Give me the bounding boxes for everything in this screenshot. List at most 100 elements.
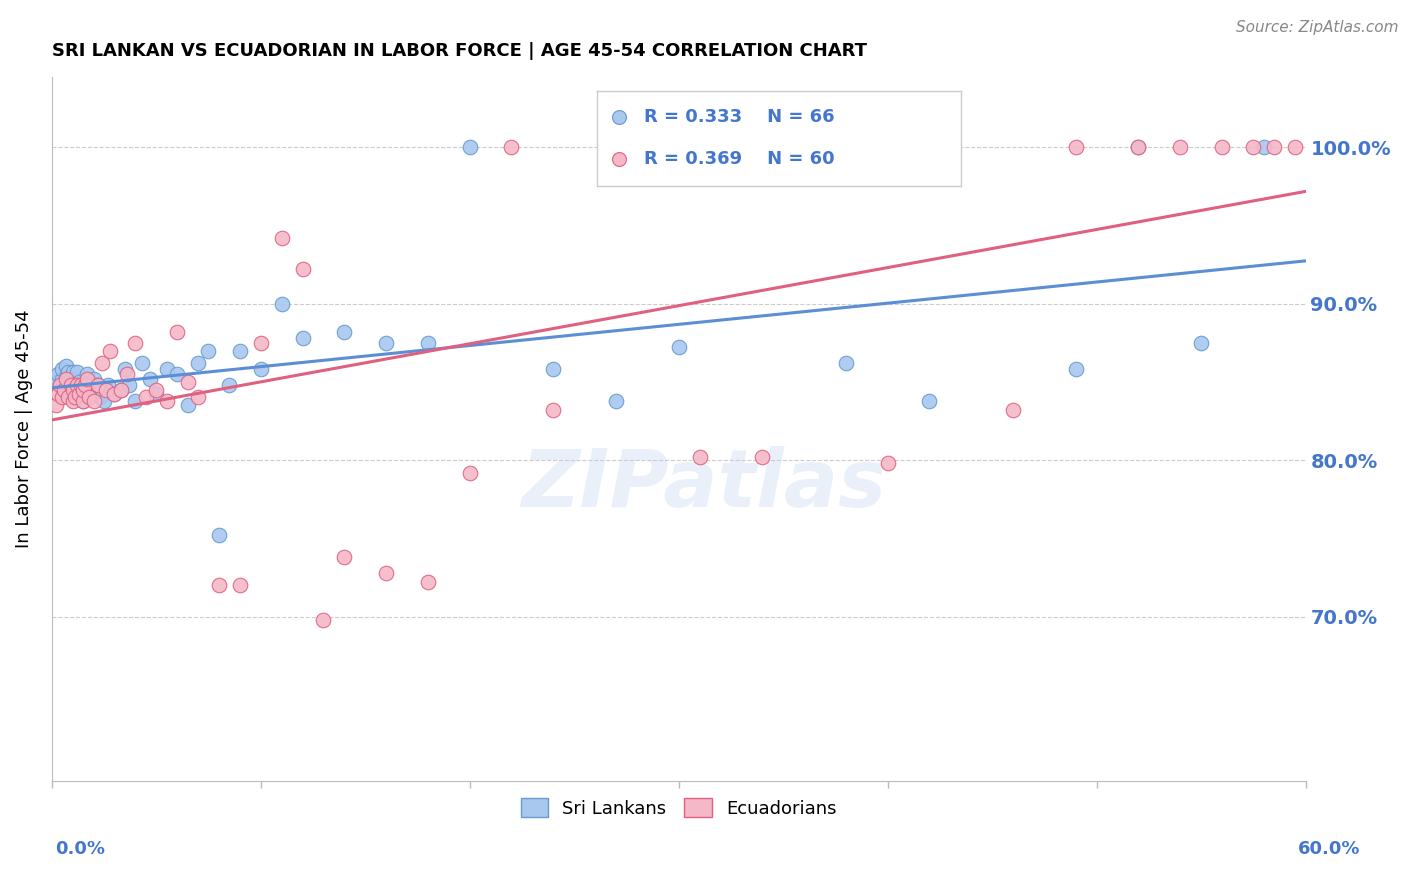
Point xyxy=(93,393,115,408)
Point xyxy=(90,383,112,397)
Point xyxy=(139,372,162,386)
Point xyxy=(312,613,335,627)
Point xyxy=(87,378,110,392)
Point xyxy=(97,378,120,392)
Point xyxy=(55,370,77,384)
Y-axis label: In Labor Force | Age 45-54: In Labor Force | Age 45-54 xyxy=(15,310,32,548)
Point xyxy=(1189,335,1212,350)
Legend: Sri Lankans, Ecuadorians: Sri Lankans, Ecuadorians xyxy=(513,791,844,825)
Point xyxy=(70,378,93,392)
Point xyxy=(59,378,82,392)
Point xyxy=(135,391,157,405)
Point xyxy=(270,296,292,310)
Point xyxy=(1284,140,1306,154)
Point xyxy=(145,387,167,401)
Point xyxy=(118,378,141,392)
Point xyxy=(458,140,481,154)
Point xyxy=(668,340,690,354)
Point xyxy=(103,387,125,401)
Point xyxy=(1064,140,1087,154)
Point xyxy=(876,456,898,470)
Point xyxy=(98,343,121,358)
Point xyxy=(89,391,111,405)
Point xyxy=(62,366,84,380)
Point xyxy=(375,566,398,580)
Point xyxy=(63,372,86,386)
Point xyxy=(66,378,89,392)
Point xyxy=(62,391,84,405)
Point xyxy=(541,403,564,417)
Point xyxy=(94,383,117,397)
Point xyxy=(1211,140,1233,154)
Text: 0.0%: 0.0% xyxy=(55,840,105,858)
Point xyxy=(75,383,97,397)
Point xyxy=(1253,140,1275,154)
Point xyxy=(67,375,90,389)
Point xyxy=(208,528,231,542)
Point xyxy=(375,335,398,350)
Point xyxy=(1128,140,1150,154)
Point xyxy=(333,325,356,339)
Point xyxy=(291,262,314,277)
Point xyxy=(131,356,153,370)
Point xyxy=(605,393,627,408)
Text: 60.0%: 60.0% xyxy=(1298,840,1360,858)
Point xyxy=(689,450,711,464)
Point xyxy=(939,140,962,154)
Point xyxy=(72,393,94,408)
Point xyxy=(1001,403,1024,417)
Point xyxy=(90,356,112,370)
Point xyxy=(1128,140,1150,154)
Point xyxy=(83,372,105,386)
Point xyxy=(218,378,240,392)
Point xyxy=(124,393,146,408)
Point xyxy=(58,378,80,392)
Point xyxy=(51,391,73,405)
Point xyxy=(75,378,97,392)
Point xyxy=(76,367,98,381)
Point xyxy=(814,140,837,154)
Point xyxy=(72,393,94,408)
Point xyxy=(63,383,86,397)
Point xyxy=(918,393,941,408)
Point xyxy=(249,362,271,376)
Point xyxy=(83,383,105,397)
Point xyxy=(208,578,231,592)
Point xyxy=(1064,362,1087,376)
Point xyxy=(835,356,858,370)
Point xyxy=(51,362,73,376)
Point xyxy=(46,387,69,401)
Point xyxy=(70,378,93,392)
Point xyxy=(114,362,136,376)
Point xyxy=(751,450,773,464)
Point xyxy=(79,391,101,405)
Point xyxy=(62,383,84,397)
Point xyxy=(249,335,271,350)
Point xyxy=(176,398,198,412)
Point xyxy=(53,383,76,397)
Point xyxy=(45,398,67,412)
Point xyxy=(58,366,80,380)
Point xyxy=(124,335,146,350)
Point xyxy=(458,466,481,480)
Point xyxy=(605,140,627,154)
Point xyxy=(59,372,82,386)
Point xyxy=(66,378,89,392)
Point xyxy=(55,372,77,386)
Text: SRI LANKAN VS ECUADORIAN IN LABOR FORCE | AGE 45-54 CORRELATION CHART: SRI LANKAN VS ECUADORIAN IN LABOR FORCE … xyxy=(52,42,866,60)
Point xyxy=(115,367,138,381)
Point xyxy=(145,383,167,397)
Point xyxy=(270,231,292,245)
Point xyxy=(333,550,356,565)
Point xyxy=(49,378,72,392)
Point xyxy=(46,367,69,381)
Point xyxy=(176,375,198,389)
Point xyxy=(110,383,132,397)
Point xyxy=(58,391,80,405)
Point xyxy=(79,378,101,392)
Point xyxy=(63,391,86,405)
Point xyxy=(156,393,179,408)
Point xyxy=(45,375,67,389)
Point xyxy=(416,335,439,350)
Point xyxy=(501,140,523,154)
